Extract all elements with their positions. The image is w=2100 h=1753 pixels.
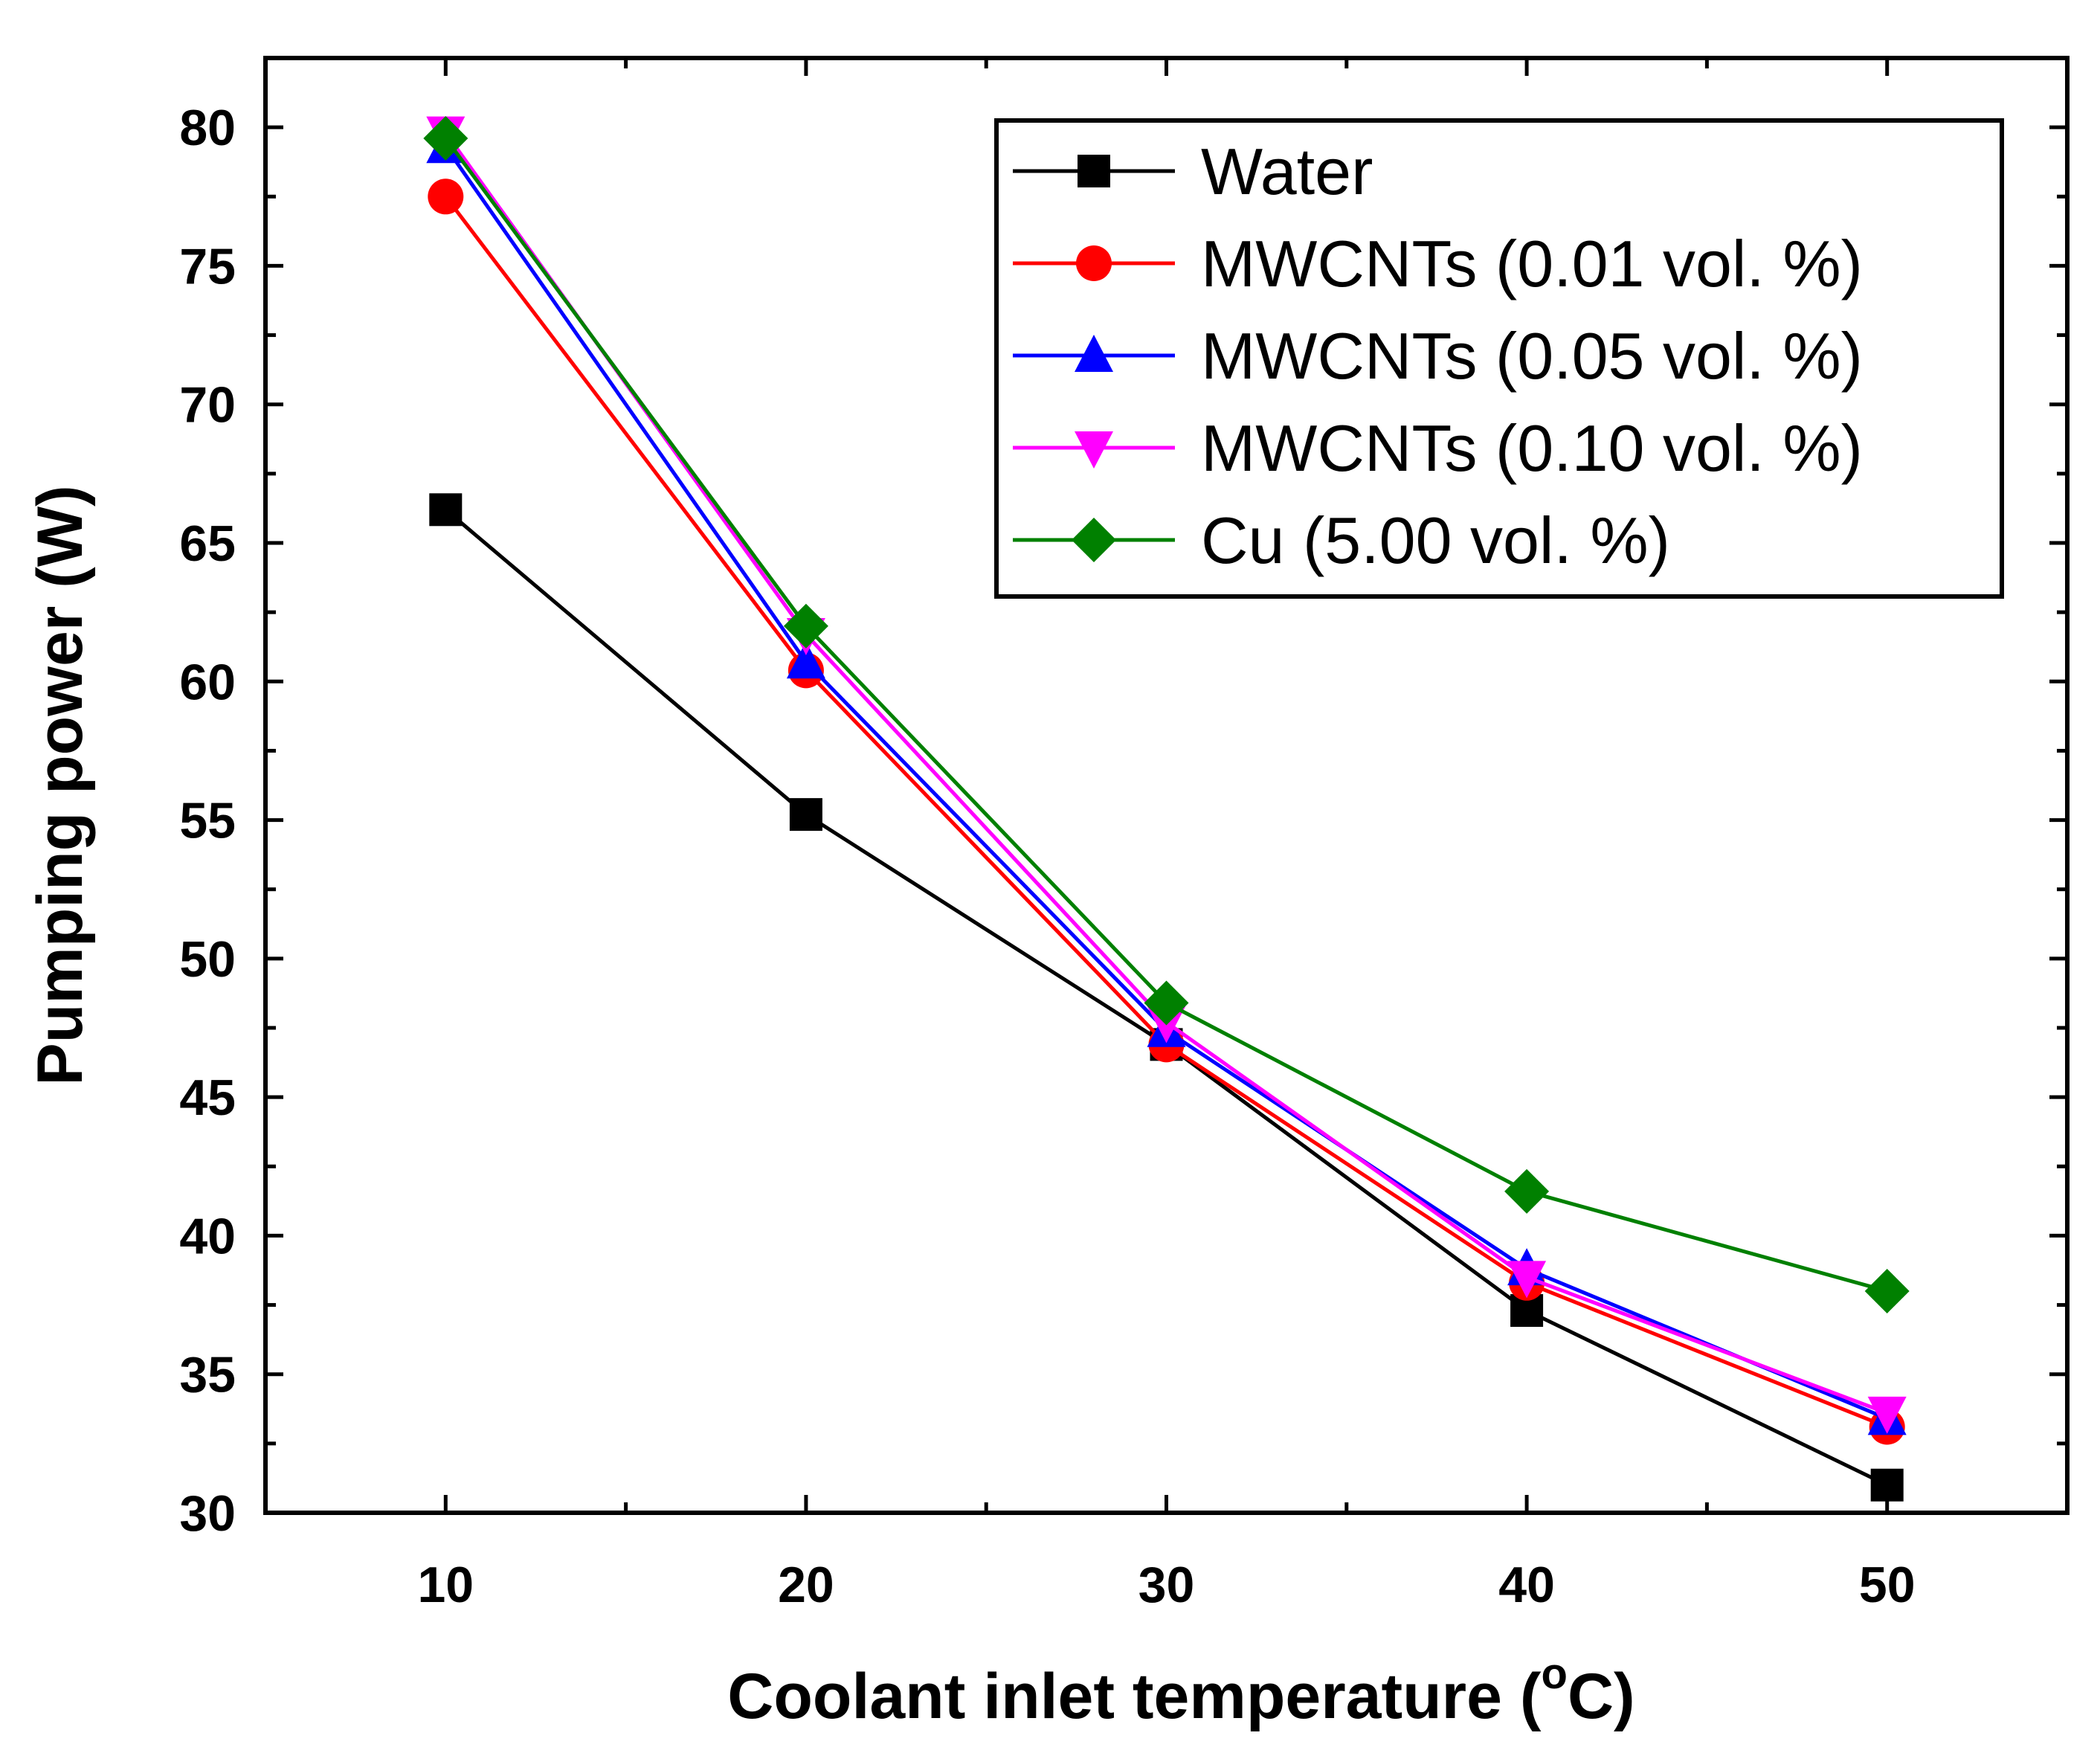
- tick-labels: 10 20 30 40 50 30 35 40 45 50 55 60 65 70 75 80: [179, 100, 1915, 1613]
- data-point-4-2: [1144, 980, 1189, 1026]
- series-layer: [423, 116, 1910, 1502]
- x-axis-title-main: Coolant inlet temperature (: [727, 1661, 1542, 1732]
- plot-frame: [263, 56, 2070, 1515]
- y-tick-label-45: 45: [179, 1070, 236, 1126]
- data-point-0-4: [1870, 1468, 1904, 1502]
- x-axis-title-superscript: o: [1542, 1650, 1568, 1698]
- legend-label-0: Water: [1201, 135, 1373, 208]
- data-point-0-1: [789, 798, 822, 832]
- legend-marker-4: [1072, 518, 1116, 562]
- legend-label-4: Cu (5.00 vol. %): [1201, 504, 1670, 577]
- legend-marker-1: [1076, 245, 1112, 281]
- legend-marker-0: [1078, 155, 1110, 187]
- legend-marker-3: [1075, 431, 1113, 469]
- data-point-2-1: [786, 641, 825, 679]
- x-tick-label-20: 20: [778, 1557, 834, 1613]
- data-point-4-3: [1504, 1168, 1550, 1214]
- legend-box: [994, 118, 2004, 599]
- legend-label-3: MWCNTs (0.10 vol. %): [1201, 411, 1863, 485]
- legend-label-2: MWCNTs (0.05 vol. %): [1201, 319, 1863, 393]
- y-tick-label-40: 40: [179, 1208, 236, 1264]
- y-tick-label-35: 35: [179, 1347, 236, 1403]
- legend-label-1: MWCNTs (0.01 vol. %): [1201, 227, 1863, 300]
- y-tick-label-30: 30: [179, 1485, 236, 1542]
- series-4: [423, 116, 1910, 1313]
- y-tick-label-65: 65: [179, 515, 236, 572]
- legend: Water MWCNTs (0.01 vol. %) MWCNTs (0.05 vo…: [994, 118, 2004, 599]
- data-point-3-3: [1507, 1261, 1547, 1299]
- y-axis-title: Pumping power (W): [25, 485, 96, 1085]
- y-tick-label-75: 75: [179, 238, 236, 295]
- x-tick-label-30: 30: [1138, 1557, 1195, 1613]
- legend-marker-2: [1075, 335, 1113, 372]
- data-point-4-1: [783, 603, 828, 649]
- data-point-3-4: [1867, 1396, 1907, 1434]
- y-tick-label-80: 80: [179, 100, 236, 156]
- y-tick-label-55: 55: [179, 793, 236, 849]
- data-point-4-0: [423, 116, 468, 161]
- y-tick-label-70: 70: [179, 377, 236, 434]
- x-tick-label-40: 40: [1498, 1557, 1555, 1613]
- data-point-0-0: [429, 493, 463, 527]
- x-axis-title: Coolant inlet temperature (oC): [727, 1650, 1634, 1732]
- x-axis-title-unit: C): [1568, 1661, 1635, 1732]
- data-point-4-4: [1864, 1268, 1910, 1313]
- x-tick-label-10: 10: [417, 1557, 474, 1613]
- y-tick-label-60: 60: [179, 654, 236, 710]
- y-tick-label-50: 50: [179, 931, 236, 988]
- data-point-1-0: [428, 178, 464, 215]
- x-tick-label-50: 50: [1859, 1557, 1916, 1613]
